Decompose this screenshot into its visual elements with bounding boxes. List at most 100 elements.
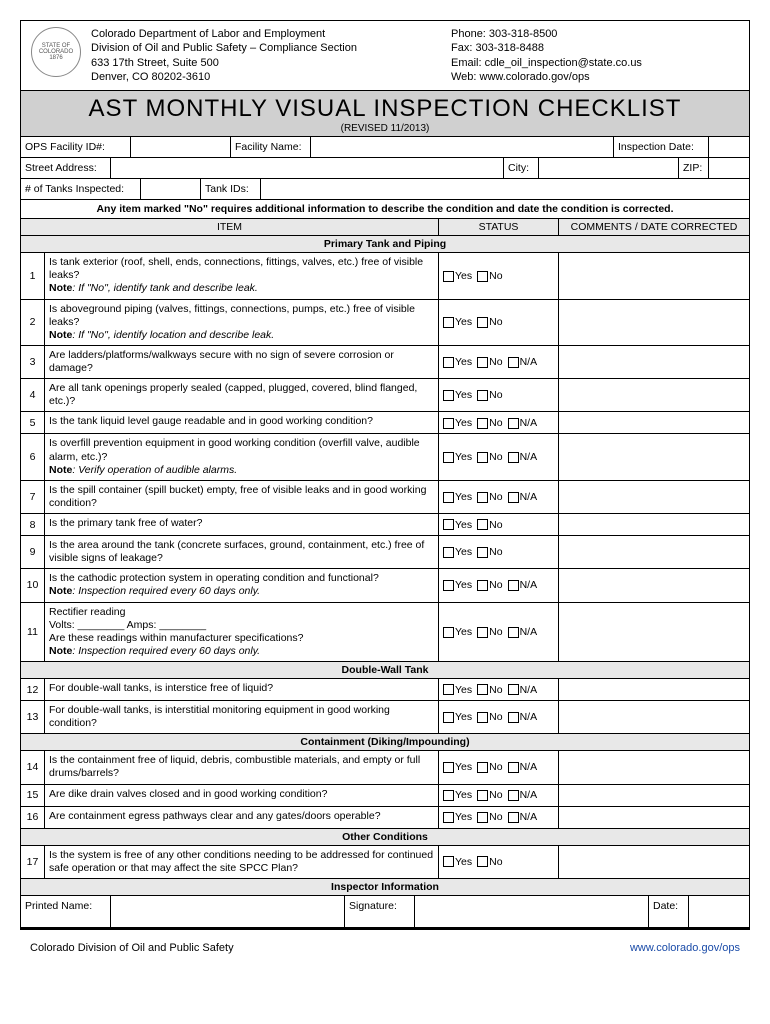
checkbox-yes[interactable] <box>443 712 454 723</box>
web: Web: www.colorado.gov/ops <box>451 70 739 84</box>
comments-input[interactable] <box>559 514 749 535</box>
footer-link[interactable]: www.colorado.gov/ops <box>630 942 740 954</box>
section-inspector: Inspector Information <box>21 879 749 896</box>
checkbox-no[interactable] <box>477 627 488 638</box>
item-6: 6 Is overfill prevention equipment in go… <box>21 434 749 480</box>
comments-input[interactable] <box>559 412 749 433</box>
num: 8 <box>21 514 45 535</box>
checkbox-yes[interactable] <box>443 452 454 463</box>
checkbox-no[interactable] <box>477 271 488 282</box>
comments-input[interactable] <box>559 300 749 345</box>
checkbox-yes[interactable] <box>443 492 454 503</box>
question: Is tank exterior (roof, shell, ends, con… <box>45 253 439 298</box>
checkbox-no[interactable] <box>477 762 488 773</box>
comments-input[interactable] <box>559 569 749 601</box>
checkbox-no[interactable] <box>477 856 488 867</box>
checkbox-yes[interactable] <box>443 317 454 328</box>
checkbox-na[interactable] <box>508 492 519 503</box>
checkbox-yes[interactable] <box>443 790 454 801</box>
checkbox-yes[interactable] <box>443 547 454 558</box>
comments-input[interactable] <box>559 807 749 828</box>
question: Are ladders/platforms/walkways secure wi… <box>45 346 439 378</box>
checkbox-na[interactable] <box>508 684 519 695</box>
printed-name-input[interactable] <box>111 896 345 927</box>
tank-ids-input[interactable] <box>261 179 749 199</box>
inspection-date-label: Inspection Date: <box>614 137 709 157</box>
comments-input[interactable] <box>559 379 749 411</box>
col-comments: COMMENTS / DATE CORRECTED <box>559 219 749 235</box>
revision-date: (REVISED 11/2013) <box>21 123 749 134</box>
checkbox-no[interactable] <box>477 812 488 823</box>
item-2: 2 Is aboveground piping (valves, fitting… <box>21 300 749 346</box>
division-name: Division of Oil and Public Safety – Comp… <box>91 41 451 55</box>
date-input[interactable] <box>689 896 749 927</box>
checkbox-yes[interactable] <box>443 812 454 823</box>
signature-label: Signature: <box>345 896 415 927</box>
checkbox-yes[interactable] <box>443 418 454 429</box>
tanks-inspected-input[interactable] <box>141 179 201 199</box>
checkbox-no[interactable] <box>477 390 488 401</box>
state-seal-icon: STATE OF COLORADO1876 <box>31 27 81 77</box>
comments-input[interactable] <box>559 536 749 568</box>
status: YesNo <box>439 379 559 411</box>
street-input[interactable] <box>111 158 504 178</box>
checkbox-na[interactable] <box>508 418 519 429</box>
question: Rectifier reading Volts: ________ Amps: … <box>45 603 439 662</box>
checkbox-na[interactable] <box>508 357 519 368</box>
checkbox-yes[interactable] <box>443 762 454 773</box>
checkbox-yes[interactable] <box>443 856 454 867</box>
checkbox-yes[interactable] <box>443 580 454 591</box>
num: 9 <box>21 536 45 568</box>
checkbox-na[interactable] <box>508 627 519 638</box>
checkbox-yes[interactable] <box>443 357 454 368</box>
inspector-row: Printed Name: Signature: Date: <box>21 896 749 928</box>
checkbox-na[interactable] <box>508 812 519 823</box>
checkbox-na[interactable] <box>508 790 519 801</box>
num: 15 <box>21 785 45 806</box>
question: Is the containment free of liquid, debri… <box>45 751 439 783</box>
checkbox-yes[interactable] <box>443 271 454 282</box>
question: Is the cathodic protection system in ope… <box>45 569 439 601</box>
checkbox-no[interactable] <box>477 547 488 558</box>
checkbox-yes[interactable] <box>443 519 454 530</box>
signature-input[interactable] <box>415 896 649 927</box>
zip-input[interactable] <box>709 158 749 178</box>
checkbox-no[interactable] <box>477 790 488 801</box>
checkbox-no[interactable] <box>477 492 488 503</box>
checkbox-na[interactable] <box>508 452 519 463</box>
city-input[interactable] <box>539 158 679 178</box>
checkbox-no[interactable] <box>477 580 488 591</box>
street-label: Street Address: <box>21 158 111 178</box>
comments-input[interactable] <box>559 346 749 378</box>
comments-input[interactable] <box>559 751 749 783</box>
comments-input[interactable] <box>559 434 749 479</box>
comments-input[interactable] <box>559 253 749 298</box>
comments-input[interactable] <box>559 846 749 878</box>
comments-input[interactable] <box>559 679 749 700</box>
checkbox-no[interactable] <box>477 712 488 723</box>
comments-input[interactable] <box>559 785 749 806</box>
comments-input[interactable] <box>559 481 749 513</box>
checkbox-no[interactable] <box>477 519 488 530</box>
item-13: 13 For double-wall tanks, is interstitia… <box>21 701 749 734</box>
checkbox-yes[interactable] <box>443 627 454 638</box>
checkbox-na[interactable] <box>508 762 519 773</box>
facility-name-input[interactable] <box>311 137 614 157</box>
checkbox-no[interactable] <box>477 357 488 368</box>
checkbox-yes[interactable] <box>443 390 454 401</box>
checkbox-no[interactable] <box>477 684 488 695</box>
comments-input[interactable] <box>559 701 749 733</box>
ops-facility-input[interactable] <box>131 137 231 157</box>
comments-input[interactable] <box>559 603 749 662</box>
status: YesNoN/A <box>439 679 559 700</box>
checkbox-no[interactable] <box>477 317 488 328</box>
num: 11 <box>21 603 45 662</box>
checkbox-yes[interactable] <box>443 684 454 695</box>
checkbox-na[interactable] <box>508 580 519 591</box>
checkbox-no[interactable] <box>477 418 488 429</box>
item-11: 11 Rectifier reading Volts: ________ Amp… <box>21 603 749 663</box>
inspection-date-input[interactable] <box>709 137 749 157</box>
checkbox-na[interactable] <box>508 712 519 723</box>
checkbox-no[interactable] <box>477 452 488 463</box>
item-3: 3 Are ladders/platforms/walkways secure … <box>21 346 749 379</box>
